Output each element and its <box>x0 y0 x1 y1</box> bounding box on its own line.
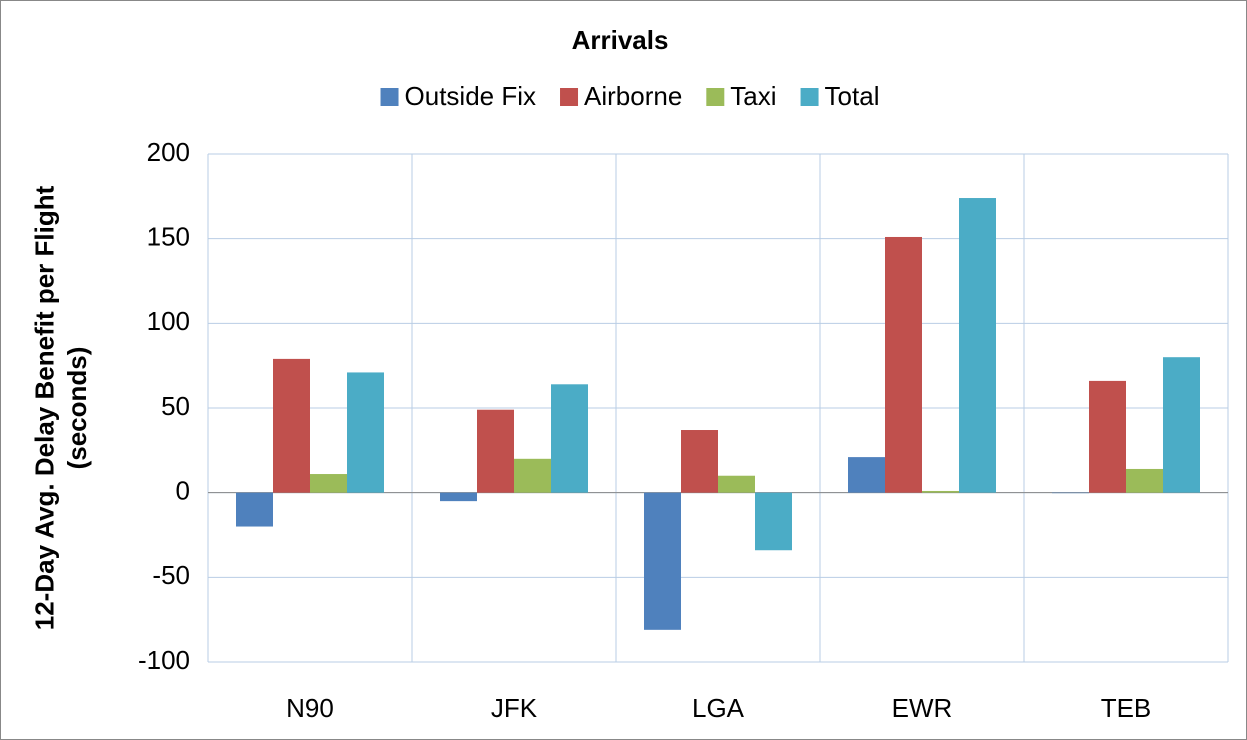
bar <box>848 457 885 493</box>
bar <box>922 490 959 493</box>
bar <box>440 492 477 502</box>
y-axis-label: 12-Day Avg. Delay Benefit per Flight(sec… <box>29 185 92 630</box>
legend-swatch <box>560 88 579 106</box>
bar <box>1126 468 1163 493</box>
chart-title: Arrivals <box>572 25 669 55</box>
legend-swatch <box>800 88 819 106</box>
y-tick-label: 150 <box>147 222 190 252</box>
y-tick-label: 200 <box>147 137 190 167</box>
legend-label: Taxi <box>730 81 776 111</box>
legend: Outside Fix Airborne Taxi Total <box>380 81 880 111</box>
bar <box>236 492 273 527</box>
y-tick-label: -100 <box>138 645 190 675</box>
bar <box>477 409 514 493</box>
bar <box>959 198 996 493</box>
bar <box>347 372 384 493</box>
bar <box>310 474 347 493</box>
bar <box>681 430 718 493</box>
x-tick-label: TEB <box>1101 693 1152 723</box>
bar <box>885 236 922 493</box>
legend-label: Airborne <box>584 81 682 111</box>
y-tick-label: -50 <box>152 560 190 590</box>
legend-label: Outside Fix <box>405 81 537 111</box>
bar <box>718 475 755 493</box>
bar <box>755 492 792 551</box>
bar <box>514 458 551 493</box>
bar <box>644 492 681 630</box>
bar <box>1052 492 1089 494</box>
legend-swatch <box>706 88 725 106</box>
y-tick-label: 0 <box>176 476 190 506</box>
y-tick-label: 100 <box>147 306 190 336</box>
bar <box>1089 380 1126 493</box>
x-tick-label: N90 <box>286 693 334 723</box>
x-tick-label: LGA <box>692 693 745 723</box>
legend-label: Total <box>825 81 880 111</box>
x-tick-label: JFK <box>491 693 538 723</box>
y-tick-label: 50 <box>161 391 190 421</box>
legend-swatch <box>380 88 399 106</box>
bar <box>273 358 310 493</box>
y-axis-label-text: 12-Day Avg. Delay Benefit per Flight(sec… <box>29 185 92 630</box>
bar <box>551 384 588 493</box>
x-tick-label: EWR <box>892 693 953 723</box>
bar <box>1163 357 1200 493</box>
